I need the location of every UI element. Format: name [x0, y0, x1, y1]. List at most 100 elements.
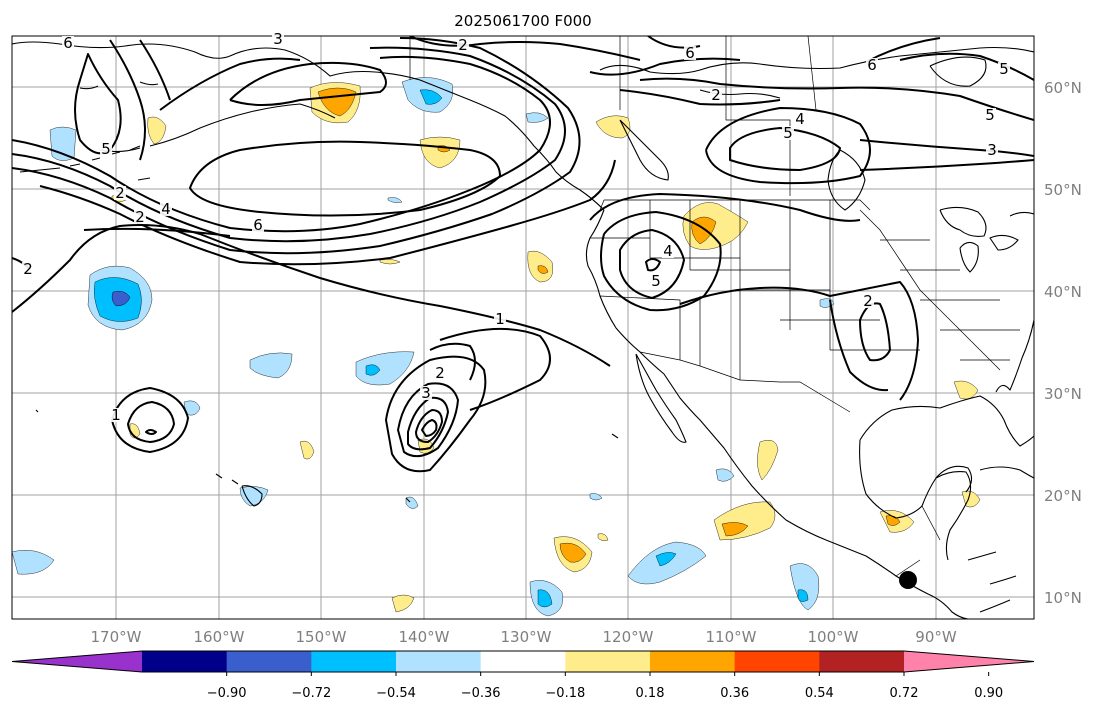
contour-label: 1 [495, 310, 505, 328]
contour-label-bg [998, 62, 1010, 76]
longitude-tick-label: 150°W [296, 628, 347, 646]
latitude-tick-label: 20°N [1044, 487, 1082, 505]
negative-anomaly-area [12, 550, 55, 575]
latitude-tick-label: 50°N [1044, 181, 1082, 199]
colorbar [11, 650, 1035, 673]
contour-label-bg [684, 46, 696, 60]
map-content [12, 36, 1034, 619]
colorbar-tick-label: −0.72 [291, 686, 331, 701]
colorbar-segment [819, 651, 905, 672]
positive-anomaly-area [299, 440, 315, 460]
contour-label: 3 [987, 141, 997, 159]
contour-label-bg [160, 202, 172, 216]
longitude-tick-label: 130°W [501, 628, 552, 646]
negative-anomaly-area [419, 89, 443, 105]
positive-anomaly-area [419, 136, 461, 169]
negative-anomaly-area [365, 364, 381, 376]
contour-label-bg [100, 142, 112, 156]
longitude-tick-label: 90°W [915, 628, 957, 646]
negative-anomaly-area [183, 400, 201, 416]
positive-anomaly-area [757, 440, 779, 481]
latitude-axis: 60°N 50°N 40°N 30°N 20°N 10°N [1044, 79, 1082, 607]
positive-anomaly-area [147, 116, 167, 145]
colorbar-extend-low [12, 651, 142, 672]
contour-label-bg [434, 366, 446, 380]
contour-label-bg [134, 210, 146, 224]
contour-label: 2 [435, 364, 445, 382]
contour-label-bg [252, 218, 264, 232]
contour-label: 3 [273, 30, 283, 48]
colorbar-segment [734, 651, 820, 672]
contour-label: 5 [985, 106, 995, 124]
negative-anomaly-area [589, 493, 603, 501]
latitude-tick-label: 40°N [1044, 283, 1082, 301]
colorbar-segment [565, 651, 651, 672]
contour-label-bg [457, 38, 469, 52]
contour-label-bg [862, 294, 874, 308]
longitude-axis: 170°W 160°W 150°W 140°W 130°W 120°W 110°W 100°W… [91, 628, 957, 646]
latitude-tick-label: 10°N [1044, 589, 1082, 607]
colorbar-tick-label: 0.18 [636, 686, 665, 701]
contour-label: 2 [115, 184, 125, 202]
colorbar-tick-label: −0.90 [207, 686, 247, 701]
contour-label-bg [110, 408, 122, 422]
contour-label: 2 [23, 260, 33, 278]
map-title: 2025061700 F000 [454, 12, 591, 30]
contour-label: 4 [795, 110, 805, 128]
negative-anomaly-area [405, 496, 419, 509]
colorbar-outline [11, 650, 1035, 673]
contour-label: 1 [111, 406, 121, 424]
negative-anomaly-area [525, 112, 549, 123]
contour-lines [12, 36, 1034, 473]
colorbar-segment [142, 651, 228, 672]
map-area [12, 36, 1034, 619]
positive-anomaly-area [391, 594, 415, 613]
contour-label: 5 [101, 140, 111, 158]
contour-label-bg [650, 274, 662, 288]
colorbar-segment [650, 651, 736, 672]
positive-anomaly-area [953, 380, 979, 400]
longitude-tick-label: 110°W [706, 628, 757, 646]
negative-anomaly-area [655, 552, 677, 567]
colorbar-tick-label: −0.18 [545, 686, 585, 701]
colorbar-tick-label: 0.72 [890, 686, 919, 701]
colorbar-tick-labels: −0.90 −0.72 −0.54 −0.36 −0.18 0.18 0.36 0.54 0.7… [207, 672, 1003, 701]
colorbar-segment [396, 651, 482, 672]
latitude-tick-label: 60°N [1044, 79, 1082, 97]
colorbar-extend-high [904, 651, 1034, 672]
contour-label: 5 [999, 60, 1009, 78]
contour-label-bg [794, 112, 806, 126]
negative-anomaly-area [249, 352, 293, 379]
negative-anomaly-area [715, 468, 735, 482]
colorbar-segment [311, 651, 397, 672]
contour-label: 4 [161, 200, 171, 218]
contour-label-bg [420, 386, 432, 400]
positive-anomaly-area [691, 216, 717, 245]
colorbar-tick-label: 0.90 [974, 686, 1003, 701]
contour-label: 6 [867, 56, 877, 74]
shaded-anomalies [12, 77, 981, 617]
contour-label-bg [494, 312, 506, 326]
contour-label: 4 [663, 242, 673, 260]
longitude-tick-label: 100°W [808, 628, 859, 646]
colorbar-segment [480, 651, 566, 672]
positive-anomaly-area [537, 265, 549, 274]
positive-anomaly-area [559, 542, 587, 563]
contour-label: 2 [135, 208, 145, 226]
longitude-tick-label: 120°W [603, 628, 654, 646]
contour-label: 5 [783, 124, 793, 142]
contour-label-bg [22, 262, 34, 276]
colorbar-tick-label: 0.36 [720, 686, 749, 701]
colorbar-segment [226, 651, 312, 672]
contour-label-bg [866, 58, 878, 72]
negative-anomaly-area [797, 589, 809, 602]
contour-label-bg [662, 244, 674, 258]
contour-label-bg [986, 143, 998, 157]
latitude-tick-label: 30°N [1044, 385, 1082, 403]
negative-anomaly-area [49, 126, 77, 161]
contour-label: 3 [421, 384, 431, 402]
longitude-tick-label: 140°W [399, 628, 450, 646]
contour-label: 6 [253, 216, 263, 234]
